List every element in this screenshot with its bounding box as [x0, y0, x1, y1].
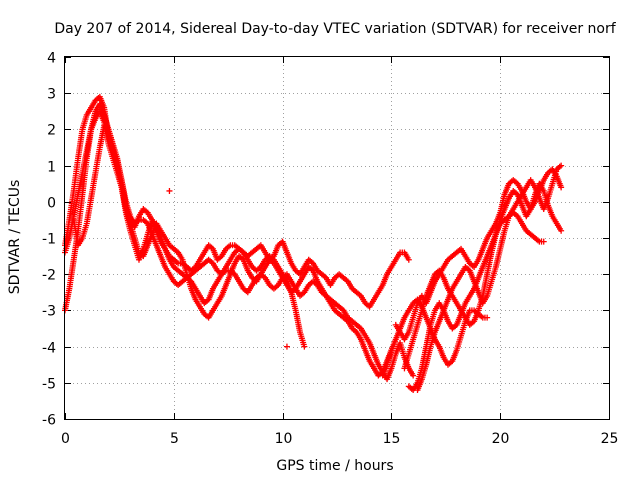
y-tick-label: 2 — [47, 123, 56, 139]
y-tick-label: -2 — [42, 268, 56, 284]
chart-title: Day 207 of 2014, Sidereal Day-to-day VTE… — [54, 21, 616, 37]
isolated-point — [166, 187, 173, 194]
series-track-h — [414, 162, 565, 394]
y-tick-label: 1 — [47, 160, 56, 176]
y-tick-label: -6 — [42, 413, 56, 429]
x-tick-labels: 0 5 10 15 20 25 — [61, 431, 618, 447]
isolated-point — [283, 343, 290, 350]
data-point — [540, 238, 547, 245]
data-point — [558, 227, 565, 234]
x-tick-label: 15 — [383, 431, 401, 447]
x-axis-label: GPS time / hours — [276, 458, 393, 474]
isolated-points — [166, 187, 290, 350]
y-tick-label: -1 — [42, 232, 56, 248]
y-tick-label: 3 — [47, 87, 56, 103]
series-layer — [62, 93, 565, 394]
data-point — [484, 314, 491, 321]
x-tick-label: 0 — [61, 431, 70, 447]
x-tick-label: 10 — [275, 431, 293, 447]
data-point — [558, 162, 565, 169]
y-tick-label: 4 — [47, 51, 56, 67]
x-tick-label: 5 — [170, 431, 179, 447]
series-track-d — [70, 122, 308, 350]
y-tick-labels: -6 -5 -4 -3 -2 -1 0 1 2 3 4 — [42, 51, 56, 429]
x-tick-label: 20 — [492, 431, 510, 447]
y-tick-label: -4 — [42, 341, 56, 357]
y-tick-label: 0 — [47, 196, 56, 212]
y-tick-label: -5 — [42, 377, 56, 393]
y-axis-label: SDTVAR / TECUs — [7, 180, 23, 295]
y-tick-label: -3 — [42, 304, 56, 320]
data-point — [410, 372, 417, 379]
data-point — [558, 184, 565, 191]
plot-frame — [64, 56, 610, 420]
series-track-i — [379, 296, 491, 379]
x-tick-label: 25 — [601, 431, 619, 447]
data-point — [405, 256, 412, 263]
data-point — [301, 343, 308, 350]
